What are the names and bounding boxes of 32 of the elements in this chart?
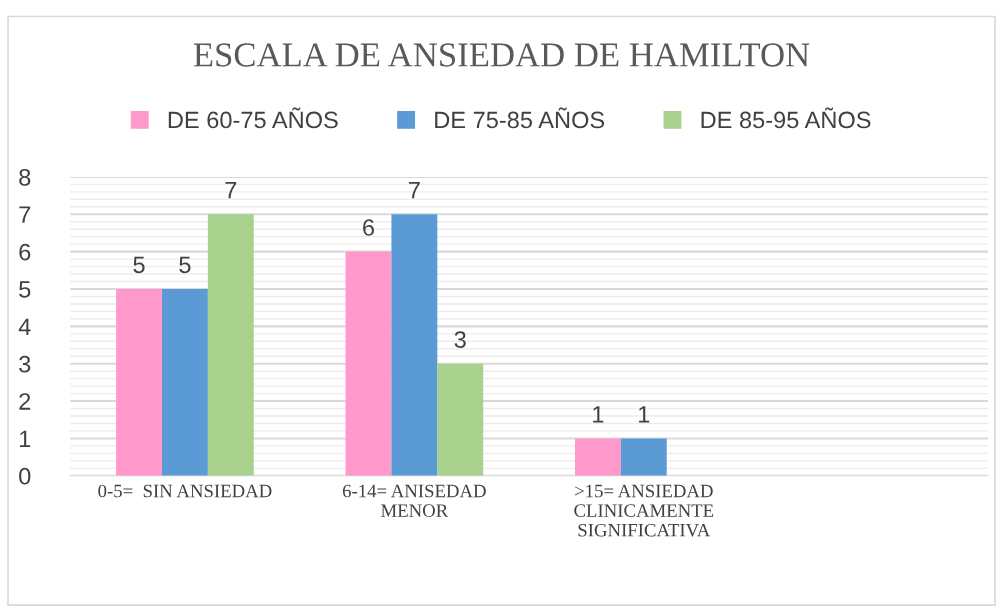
y-tick-label: 6 (19, 243, 31, 261)
data-label: 6 (363, 219, 375, 236)
y-tick-label: 8 (19, 168, 31, 186)
y-tick-label: 1 (19, 430, 31, 447)
data-label: 3 (454, 331, 466, 348)
bar (161, 288, 208, 476)
legend-label: DE 60-75 AÑOS (168, 107, 338, 129)
bar (391, 214, 438, 476)
y-tick-label: 2 (19, 393, 31, 410)
x-tick-label: 6-14= ANISEDAD MENOR (342, 484, 486, 517)
data-label: 7 (409, 182, 420, 199)
data-label: 7 (225, 182, 237, 199)
bar (207, 214, 254, 476)
data-label: 1 (639, 406, 650, 423)
legend-label: DE 75-85 AÑOS (435, 107, 605, 129)
x-tick-label: >15= ANSIEDAD CLINICAMENTE SIGNIFICATIVA (574, 484, 714, 537)
data-label: 5 (179, 256, 191, 274)
bar (437, 363, 484, 476)
y-tick-label: 0 (19, 467, 31, 485)
y-tick-label: 3 (19, 355, 31, 373)
x-tick-label: 0-5= SIN ANSIEDAD (98, 484, 272, 498)
chart-title: ESCALA DE ANSIEDAD DE HAMILTON (193, 43, 810, 67)
data-label: 5 (133, 256, 145, 274)
legend-label: DE 85-95 AÑOS (701, 107, 871, 129)
y-tick-label: 7 (19, 206, 31, 223)
bar (116, 288, 162, 476)
bar (345, 251, 392, 476)
bar (620, 438, 667, 476)
bar (574, 438, 621, 476)
data-label: 1 (593, 406, 604, 423)
y-tick-label: 4 (18, 318, 31, 335)
y-tick-label: 5 (19, 281, 31, 298)
